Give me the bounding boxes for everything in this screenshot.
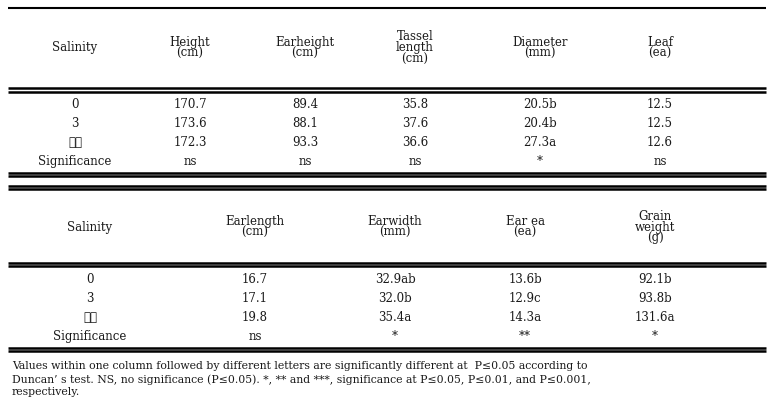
Text: 12.5: 12.5 (647, 117, 673, 130)
Text: 일반: 일반 (68, 136, 82, 149)
Text: Significance: Significance (38, 155, 111, 168)
Text: 88.1: 88.1 (292, 117, 318, 130)
Text: (mm): (mm) (524, 47, 556, 60)
Text: 35.4a: 35.4a (378, 311, 412, 324)
Text: Duncan’ s test. NS, no significance (P≤0.05). *, ** and ***, significance at P≤0: Duncan’ s test. NS, no significance (P≤0… (12, 374, 591, 385)
Text: (cm): (cm) (241, 226, 269, 239)
Text: 32.0b: 32.0b (378, 292, 412, 305)
Text: (mm): (mm) (379, 226, 411, 239)
Text: 14.3a: 14.3a (509, 311, 542, 324)
Text: 36.6: 36.6 (402, 136, 428, 149)
Text: 93.8b: 93.8b (638, 292, 672, 305)
Text: 13.6b: 13.6b (508, 273, 542, 286)
Text: 16.7: 16.7 (242, 273, 268, 286)
Text: 37.6: 37.6 (402, 117, 428, 130)
Text: Values within one column followed by different letters are significantly differe: Values within one column followed by dif… (12, 361, 587, 371)
Text: ns: ns (653, 155, 666, 168)
Text: 12.5: 12.5 (647, 98, 673, 111)
Text: ns: ns (248, 330, 262, 343)
Text: 32.9ab: 32.9ab (375, 273, 416, 286)
Text: respectively.: respectively. (12, 387, 80, 397)
Text: Earlength: Earlength (225, 215, 285, 228)
Text: ns: ns (183, 155, 197, 168)
Text: 20.4b: 20.4b (523, 117, 557, 130)
Text: Grain: Grain (639, 209, 672, 222)
Text: 19.8: 19.8 (242, 311, 268, 324)
Text: (ea): (ea) (649, 47, 672, 60)
Text: Salinity: Salinity (53, 41, 98, 55)
Text: Leaf: Leaf (647, 36, 673, 49)
Text: weight: weight (635, 220, 675, 234)
Text: 0: 0 (71, 98, 79, 111)
Text: (cm): (cm) (176, 47, 204, 60)
Text: length: length (396, 41, 434, 55)
Text: 12.6: 12.6 (647, 136, 673, 149)
Text: 92.1b: 92.1b (639, 273, 672, 286)
Text: *: * (392, 330, 398, 343)
Text: 172.3: 172.3 (173, 136, 207, 149)
Text: *: * (652, 330, 658, 343)
Text: Height: Height (170, 36, 211, 49)
Text: 12.9c: 12.9c (509, 292, 541, 305)
Text: 170.7: 170.7 (173, 98, 207, 111)
Text: Tassel: Tassel (396, 30, 433, 43)
Text: (cm): (cm) (402, 53, 429, 66)
Text: 89.4: 89.4 (292, 98, 318, 111)
Text: *: * (537, 155, 543, 168)
Text: (cm): (cm) (292, 47, 318, 60)
Text: 131.6a: 131.6a (635, 311, 675, 324)
Text: ns: ns (298, 155, 312, 168)
Text: ns: ns (408, 155, 422, 168)
Text: **: ** (519, 330, 531, 343)
Text: 3: 3 (71, 117, 79, 130)
Text: 17.1: 17.1 (242, 292, 268, 305)
Text: 일반: 일반 (83, 311, 97, 324)
Text: (ea): (ea) (513, 226, 536, 239)
Text: 27.3a: 27.3a (523, 136, 557, 149)
Text: 20.5b: 20.5b (523, 98, 557, 111)
Text: Diameter: Diameter (512, 36, 568, 49)
Text: 3: 3 (86, 292, 94, 305)
Text: 173.6: 173.6 (173, 117, 207, 130)
Text: 35.8: 35.8 (402, 98, 428, 111)
Text: Ear ea: Ear ea (505, 215, 544, 228)
Text: (g): (g) (646, 232, 663, 245)
Text: Earwidth: Earwidth (368, 215, 423, 228)
Text: Earheight: Earheight (276, 36, 334, 49)
Text: 93.3: 93.3 (292, 136, 318, 149)
Text: 0: 0 (86, 273, 94, 286)
Text: Significance: Significance (53, 330, 127, 343)
Text: Salinity: Salinity (67, 220, 112, 234)
